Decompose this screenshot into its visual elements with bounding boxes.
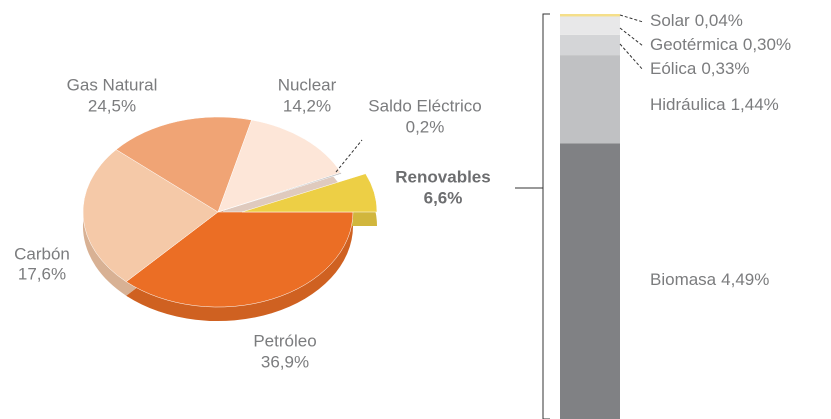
pie-labels: Gas Natural 24,5% Nuclear 14,2% Saldo El…: [14, 75, 491, 371]
label: Renovables: [395, 167, 490, 186]
segment-label: Hidráulica 1,44%: [650, 95, 779, 114]
label: Eólica: [650, 59, 697, 78]
label: Biomasa: [650, 270, 717, 289]
label: Gas Natural: [67, 75, 158, 94]
segment-label: Geotérmica 0,30%: [650, 35, 791, 54]
value-label: 0,2%: [406, 117, 445, 136]
label: Hidráulica: [650, 95, 726, 114]
label: Nuclear: [278, 75, 337, 94]
value-label: 14,2%: [283, 96, 331, 115]
leader: [335, 139, 363, 173]
bar-segment: [560, 14, 620, 17]
bracket: [515, 13, 550, 419]
slice: [82, 149, 219, 283]
bar-segment: [560, 55, 620, 144]
label: Geotérmica: [650, 35, 738, 54]
slice: [217, 119, 342, 213]
slice: [217, 172, 342, 213]
value-label: 24,5%: [88, 96, 136, 115]
stacked-bar: Biomasa 4,49% Hidráulica 1,44% Eólica 0,33% Ge…: [560, 11, 791, 419]
leader: [619, 14, 644, 71]
label: Petróleo: [253, 331, 316, 350]
slice: [125, 211, 354, 308]
value-label: 36,9%: [261, 352, 309, 371]
value-label: 0,30%: [743, 35, 791, 54]
bar-segment: [560, 16, 620, 35]
slice: [115, 116, 252, 213]
segment-label: Eólica 0,33%: [650, 59, 750, 78]
bar-segment: [560, 143, 620, 419]
label: Solar: [650, 11, 690, 30]
value-label: 1,44%: [731, 95, 779, 114]
label: Saldo Eléctrico: [368, 96, 481, 115]
pie: [82, 116, 378, 322]
value-label: 4,49%: [721, 270, 769, 289]
value-label: 0,04%: [695, 11, 743, 30]
segment-label: Solar 0,04%: [650, 11, 743, 30]
slice: [241, 173, 378, 213]
value-label: 17,6%: [18, 264, 66, 283]
segment-label: Biomasa 4,49%: [650, 270, 769, 289]
value-label: 0,33%: [701, 59, 749, 78]
value-label: 6,6%: [424, 188, 463, 207]
bar-segment: [560, 34, 620, 56]
label: Carbón: [14, 244, 70, 263]
